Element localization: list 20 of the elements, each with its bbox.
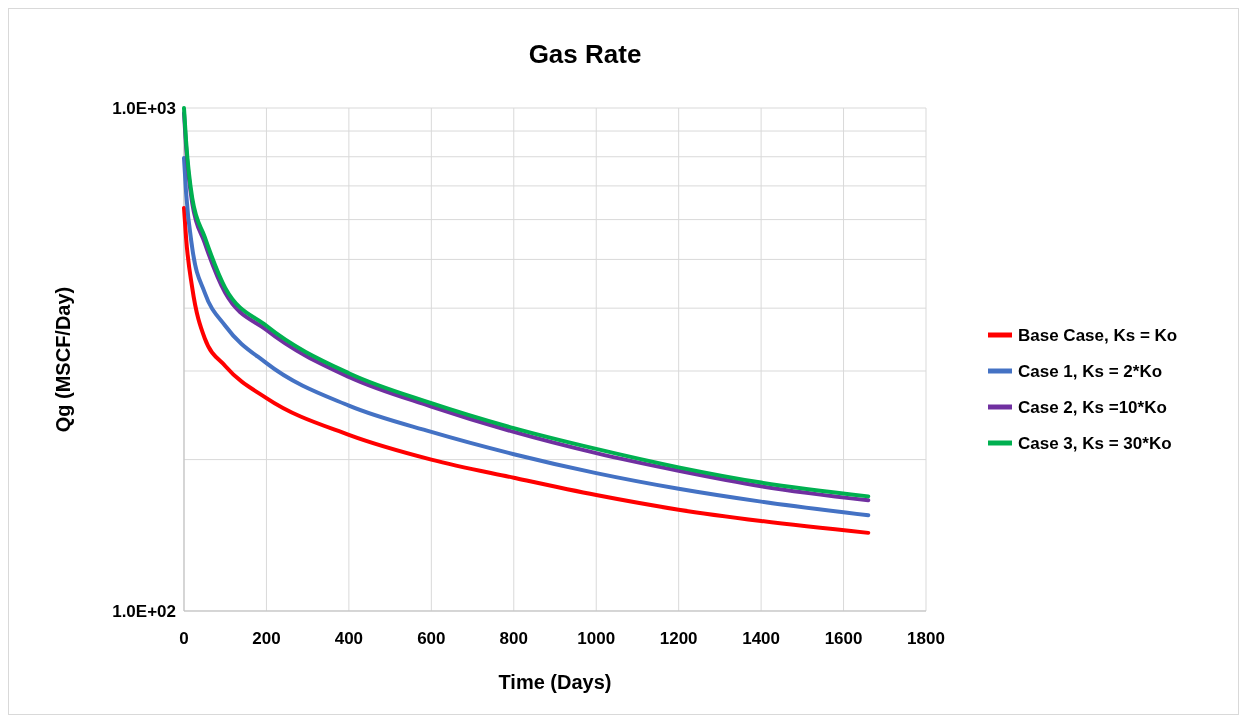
x-tick-label: 1000	[577, 629, 616, 648]
legend-label: Case 1, Ks = 2*Ko	[1018, 362, 1163, 381]
x-tick-label: 1600	[824, 629, 863, 648]
legend-label: Case 3, Ks = 30*Ko	[1018, 434, 1172, 453]
x-tick-label: 1800	[907, 629, 945, 648]
line-series	[182, 205, 871, 535]
x-tick-label: 800	[499, 629, 528, 648]
y-tick-label: 1.0E+02	[112, 602, 176, 621]
x-axis-title: Time (Days)	[498, 671, 612, 693]
x-tick-label: 600	[417, 629, 446, 648]
x-tick-label: 400	[334, 629, 364, 648]
x-tick-label: 1400	[742, 629, 781, 648]
chart-title: Gas Rate	[528, 39, 642, 69]
legend-label: Base Case, Ks = Ko	[1018, 326, 1178, 345]
y-axis-title: Qg (MSCF/Day)	[52, 286, 74, 433]
x-tick-label: 200	[252, 629, 281, 648]
y-tick-label: 1.0E+03	[112, 99, 176, 118]
legend-label: Case 2, Ks =10*Ko	[1018, 398, 1167, 417]
x-tick-label: 1200	[659, 629, 698, 648]
x-tick-label: 0	[179, 629, 189, 648]
